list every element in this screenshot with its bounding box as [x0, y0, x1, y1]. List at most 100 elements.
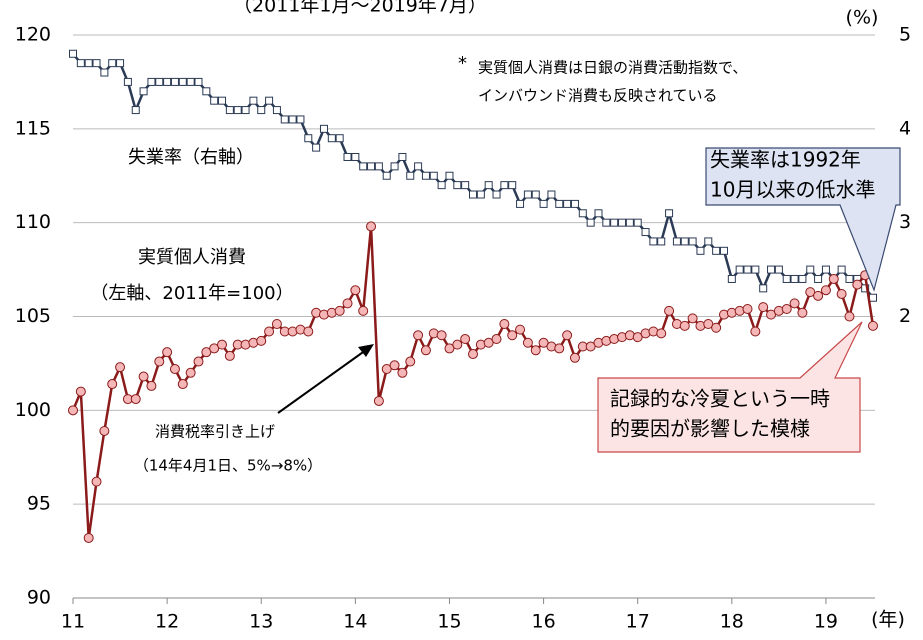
marker	[398, 152, 407, 161]
marker	[257, 106, 266, 115]
x-tick-label: 19	[814, 611, 838, 633]
marker	[492, 190, 501, 199]
marker	[69, 49, 77, 58]
y-tick-label: 105	[15, 305, 51, 327]
x-tick-label: 13	[249, 611, 273, 633]
marker	[508, 181, 517, 190]
marker	[461, 181, 470, 190]
marker	[837, 265, 846, 274]
marker	[578, 209, 587, 218]
marker	[625, 218, 634, 227]
marker	[641, 228, 650, 237]
marker	[76, 59, 85, 68]
marker	[162, 347, 173, 358]
marker	[296, 115, 305, 124]
marker	[516, 199, 525, 208]
marker	[100, 68, 109, 77]
marker	[241, 106, 250, 115]
y2-unit: (%)	[846, 7, 879, 29]
marker	[414, 162, 423, 171]
marker	[476, 190, 485, 199]
y-tick-label: 120	[15, 24, 51, 46]
callout-box	[705, 147, 901, 292]
x-unit: (年)	[871, 609, 905, 631]
marker	[679, 320, 690, 331]
x-tick-label: 12	[155, 611, 179, 633]
marker	[154, 356, 165, 367]
series-note: （左軸、2011年=100）	[90, 283, 293, 304]
marker	[766, 309, 777, 320]
marker	[469, 190, 477, 199]
marker	[845, 274, 854, 283]
marker	[319, 124, 328, 133]
marker	[131, 106, 140, 115]
plot: 90 95 100 105 110 115 120 2 3 4 5 11 12 13 14 15 16 17 18 1…	[15, 24, 911, 633]
marker	[83, 532, 94, 543]
marker	[452, 339, 463, 350]
marker	[530, 345, 541, 356]
marker	[436, 330, 447, 341]
series-label: 実質個人消費	[138, 247, 246, 268]
marker	[358, 305, 369, 316]
marker	[704, 237, 713, 246]
marker	[759, 284, 768, 293]
marker	[491, 334, 502, 345]
marker	[813, 290, 824, 301]
marker	[618, 218, 627, 227]
marker	[483, 337, 494, 348]
marker	[711, 322, 722, 333]
marker	[421, 171, 430, 180]
marker	[610, 218, 619, 227]
marker	[382, 171, 391, 180]
marker	[742, 303, 753, 314]
marker	[484, 181, 493, 190]
marker	[555, 199, 564, 208]
marker	[743, 265, 752, 274]
marker	[335, 134, 344, 143]
marker	[507, 330, 518, 341]
y2-tick-label: 3	[899, 211, 911, 233]
marker	[554, 343, 565, 354]
marker	[366, 221, 377, 232]
marker	[460, 334, 471, 345]
marker	[790, 274, 799, 283]
marker	[92, 59, 101, 68]
marker	[342, 298, 353, 309]
y-tick-label: 115	[15, 117, 51, 139]
marker	[170, 77, 179, 86]
marker	[789, 298, 800, 309]
marker	[178, 77, 187, 86]
callout-text: 的要因が影響した模様	[610, 417, 810, 441]
marker	[547, 190, 556, 199]
marker	[585, 341, 596, 352]
marker	[202, 87, 211, 96]
marker	[123, 77, 132, 86]
marker	[696, 246, 705, 255]
marker	[657, 237, 666, 246]
tax-label: （14年4月1日、5%→8%）	[134, 457, 322, 475]
marker	[177, 379, 188, 390]
marker	[233, 106, 242, 115]
marker	[444, 343, 455, 354]
marker	[107, 379, 118, 390]
marker	[594, 209, 603, 218]
marker	[767, 265, 776, 274]
marker	[758, 302, 769, 313]
x-tick-label: 11	[61, 611, 85, 633]
callout-text: 10月以来の低水準	[710, 178, 875, 202]
marker	[562, 330, 573, 341]
marker	[163, 77, 172, 86]
note-line: 実質個人消費は日銀の消費活動指数で、	[478, 59, 747, 77]
marker	[712, 246, 721, 255]
marker	[91, 476, 102, 487]
marker	[453, 181, 462, 190]
marker	[272, 106, 281, 115]
marker	[304, 134, 313, 143]
marker	[861, 284, 870, 293]
marker	[116, 59, 125, 68]
marker	[797, 307, 808, 318]
marker	[672, 237, 681, 246]
marker	[688, 237, 697, 246]
marker	[649, 237, 658, 246]
